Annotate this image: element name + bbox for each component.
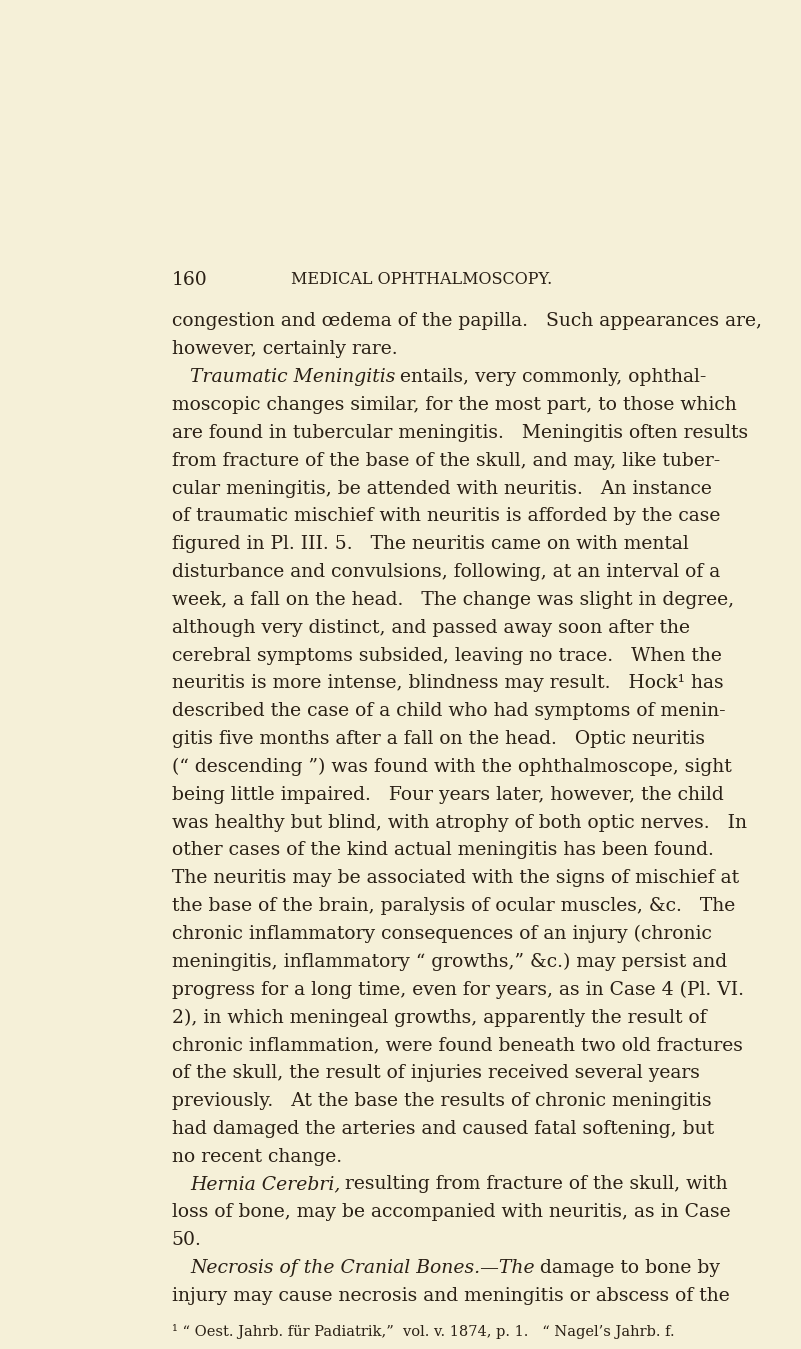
Text: progress for a long time, even for years, as in Case 4 (Pl. VI.: progress for a long time, even for years… bbox=[171, 981, 743, 998]
Text: 160: 160 bbox=[171, 271, 207, 289]
Text: Traumatic Meningitis: Traumatic Meningitis bbox=[190, 368, 396, 386]
Text: neuritis is more intense, blindness may result.   Hock¹ has: neuritis is more intense, blindness may … bbox=[171, 674, 723, 692]
Text: are found in tubercular meningitis.   Meningitis often results: are found in tubercular meningitis. Meni… bbox=[171, 424, 747, 442]
Text: although very distinct, and passed away soon after the: although very distinct, and passed away … bbox=[171, 619, 690, 637]
Text: disturbance and convulsions, following, at an interval of a: disturbance and convulsions, following, … bbox=[171, 563, 720, 581]
Text: cular meningitis, be attended with neuritis.   An instance: cular meningitis, be attended with neuri… bbox=[171, 479, 711, 498]
Text: being little impaired.   Four years later, however, the child: being little impaired. Four years later,… bbox=[171, 785, 723, 804]
Text: entails, very commonly, ophthal-: entails, very commonly, ophthal- bbox=[400, 368, 706, 386]
Text: cerebral symptoms subsided, leaving no trace.   When the: cerebral symptoms subsided, leaving no t… bbox=[171, 646, 722, 665]
Text: of traumatic mischief with neuritis is afforded by the case: of traumatic mischief with neuritis is a… bbox=[171, 507, 720, 525]
Text: 2), in which meningeal growths, apparently the result of: 2), in which meningeal growths, apparent… bbox=[171, 1009, 706, 1027]
Text: moscopic changes similar, for the most part, to those which: moscopic changes similar, for the most p… bbox=[171, 397, 736, 414]
Text: Necrosis of the Cranial Bones.—The: Necrosis of the Cranial Bones.—The bbox=[190, 1259, 535, 1278]
Text: damage to bone by: damage to bone by bbox=[540, 1259, 720, 1278]
Text: gitis five months after a fall on the head.   Optic neuritis: gitis five months after a fall on the he… bbox=[171, 730, 705, 749]
Text: week, a fall on the head.   The change was slight in degree,: week, a fall on the head. The change was… bbox=[171, 591, 734, 608]
Text: loss of bone, may be accompanied with neuritis, as in Case: loss of bone, may be accompanied with ne… bbox=[171, 1203, 731, 1221]
Text: from fracture of the base of the skull, and may, like tuber-: from fracture of the base of the skull, … bbox=[171, 452, 720, 469]
Text: figured in Pl. III. 5.   The neuritis came on with mental: figured in Pl. III. 5. The neuritis came… bbox=[171, 536, 688, 553]
Text: congestion and œdema of the papilla.   Such appearances are,: congestion and œdema of the papilla. Suc… bbox=[171, 313, 762, 331]
Text: however, certainly rare.: however, certainly rare. bbox=[171, 340, 397, 359]
Text: no recent change.: no recent change. bbox=[171, 1148, 342, 1166]
Text: injury may cause necrosis and meningitis or abscess of the: injury may cause necrosis and meningitis… bbox=[171, 1287, 729, 1304]
Text: 50.: 50. bbox=[171, 1232, 201, 1249]
Text: had damaged the arteries and caused fatal softening, but: had damaged the arteries and caused fata… bbox=[171, 1120, 714, 1137]
Text: (“ descending ”) was found with the ophthalmoscope, sight: (“ descending ”) was found with the opht… bbox=[171, 758, 731, 776]
Text: Hernia Cerebri,: Hernia Cerebri, bbox=[190, 1175, 340, 1194]
Text: previously.   At the base the results of chronic meningitis: previously. At the base the results of c… bbox=[171, 1091, 711, 1110]
Text: meningitis, inflammatory “ growths,” &c.) may persist and: meningitis, inflammatory “ growths,” &c.… bbox=[171, 952, 727, 971]
Text: MEDICAL OPHTHALMOSCOPY.: MEDICAL OPHTHALMOSCOPY. bbox=[291, 271, 552, 287]
Text: chronic inflammation, were found beneath two old fractures: chronic inflammation, were found beneath… bbox=[171, 1036, 743, 1055]
Text: the base of the brain, paralysis of ocular muscles, &c.   The: the base of the brain, paralysis of ocul… bbox=[171, 897, 735, 915]
Text: The neuritis may be associated with the signs of mischief at: The neuritis may be associated with the … bbox=[171, 869, 739, 888]
Text: ¹ “ Oest. Jahrb. für Padiatrik,”  vol. v. 1874, p. 1.   “ Nagel’s Jahrb. f.: ¹ “ Oest. Jahrb. für Padiatrik,” vol. v.… bbox=[171, 1325, 674, 1340]
Text: chronic inflammatory consequences of an injury (chronic: chronic inflammatory consequences of an … bbox=[171, 925, 711, 943]
Text: of the skull, the result of injuries received several years: of the skull, the result of injuries rec… bbox=[171, 1064, 699, 1082]
Text: was healthy but blind, with atrophy of both optic nerves.   In: was healthy but blind, with atrophy of b… bbox=[171, 813, 747, 831]
Text: described the case of a child who had symptoms of menin-: described the case of a child who had sy… bbox=[171, 703, 725, 720]
Text: resulting from fracture of the skull, with: resulting from fracture of the skull, wi… bbox=[345, 1175, 728, 1194]
Text: other cases of the kind actual meningitis has been found.: other cases of the kind actual meningiti… bbox=[171, 842, 714, 859]
